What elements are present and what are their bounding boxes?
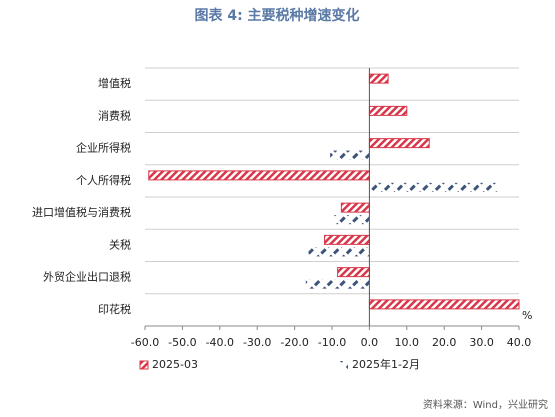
x-tick-label: -40.0 bbox=[206, 336, 234, 349]
y-tick-label: 企业所得税 bbox=[76, 141, 131, 155]
legend-swatch bbox=[139, 360, 149, 370]
y-tick-label: 消费税 bbox=[98, 108, 131, 122]
bar bbox=[330, 150, 370, 160]
x-tick-label: -10.0 bbox=[318, 336, 346, 349]
y-tick-label: 增值税 bbox=[98, 76, 131, 90]
y-tick-label: 进口增值税与消费税 bbox=[32, 205, 131, 219]
bar bbox=[368, 105, 408, 116]
legend-label: 2025年1-2月 bbox=[352, 357, 420, 371]
source-note: 资料来源：Wind，兴业研究 bbox=[423, 398, 548, 411]
x-tick-label: 0.0 bbox=[361, 336, 379, 349]
x-tick-label: 20.0 bbox=[432, 336, 457, 349]
bar bbox=[340, 202, 370, 213]
x-tick-label: 30.0 bbox=[469, 336, 494, 349]
bar bbox=[324, 234, 370, 245]
bar bbox=[308, 247, 370, 257]
bar bbox=[148, 170, 370, 181]
x-unit: % bbox=[522, 309, 532, 322]
y-tick-label: 个人所得税 bbox=[76, 173, 131, 187]
y-tick-label: 关税 bbox=[109, 237, 131, 251]
bar bbox=[368, 299, 520, 310]
legend-swatch bbox=[340, 361, 348, 369]
bar bbox=[369, 182, 499, 192]
chart-title: 图表 4: 主要税种增速变化 bbox=[194, 7, 359, 24]
x-tick-label: -30.0 bbox=[243, 336, 271, 349]
bar bbox=[368, 138, 430, 149]
x-tick-label: 10.0 bbox=[395, 336, 420, 349]
bar bbox=[337, 267, 370, 278]
bar bbox=[368, 73, 389, 84]
bar bbox=[333, 215, 370, 225]
legend-label: 2025-03 bbox=[152, 358, 198, 371]
y-tick-label: 印花税 bbox=[98, 302, 131, 316]
x-tick-label: -60.0 bbox=[131, 336, 159, 349]
y-tick-label: 外贸企业出口退税 bbox=[43, 270, 131, 284]
x-tick-label: 40.0 bbox=[507, 336, 532, 349]
x-tick-label: -20.0 bbox=[280, 336, 308, 349]
x-tick-label: -50.0 bbox=[168, 336, 196, 349]
bar bbox=[305, 279, 370, 289]
